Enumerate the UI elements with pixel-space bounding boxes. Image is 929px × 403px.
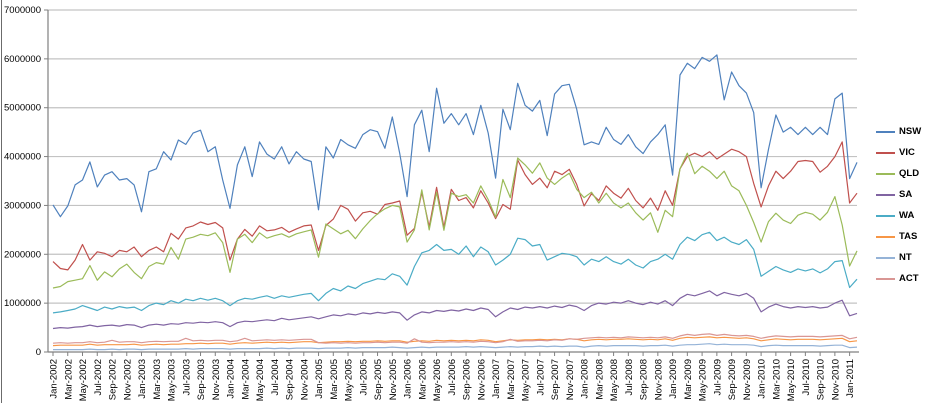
y-tick-label: 2000000: [4, 249, 41, 260]
x-tick-label: May-2002: [78, 359, 89, 401]
legend-item-qld: QLD: [876, 163, 921, 184]
x-tick-label: Jul-2004: [270, 359, 281, 395]
x-tick-label: Nov-2007: [565, 359, 576, 400]
series-line-nsw: [52, 54, 858, 218]
x-tick-label: Sep-2006: [462, 359, 473, 400]
legend-swatch-tas: [876, 235, 895, 238]
legend-swatch-wa: [876, 214, 895, 217]
y-tick-label: 4000000: [4, 152, 41, 163]
legend-item-nsw: NSW: [876, 121, 921, 142]
x-tick-label: Jan-2010: [757, 359, 768, 399]
legend-swatch-vic: [876, 151, 895, 154]
x-tick-label: Jan-2008: [580, 359, 591, 399]
x-tick-label: Mar-2007: [506, 359, 517, 400]
legend-swatch-nt: [876, 256, 895, 259]
legend-label: ACT: [899, 272, 919, 284]
x-tick-label: Sep-2010: [816, 359, 827, 400]
x-tick-label: May-2004: [255, 359, 266, 401]
series-line-qld: [52, 152, 858, 289]
x-tick-label: Mar-2009: [683, 359, 694, 400]
x-tick-label: Jul-2005: [358, 359, 369, 395]
x-tick-label: Jul-2002: [93, 359, 104, 395]
x-tick-label: Nov-2004: [299, 359, 310, 400]
x-tick-label: Jan-2003: [137, 359, 148, 399]
x-tick-label: Mar-2005: [329, 359, 340, 400]
series-line-wa: [52, 231, 858, 314]
x-tick-label: Jan-2006: [403, 359, 414, 399]
x-tick-label: Nov-2009: [742, 359, 753, 400]
x-tick-label: Sep-2008: [639, 359, 650, 400]
series-line-tas: [52, 336, 858, 347]
x-tick-label: Jan-2005: [314, 359, 325, 399]
x-tick-label: Sep-2007: [550, 359, 561, 400]
x-tick-label: Nov-2010: [830, 359, 841, 400]
x-tick-label: May-2006: [432, 359, 443, 401]
legend-swatch-qld: [876, 172, 895, 175]
y-tick-label: 7000000: [4, 5, 41, 16]
series-line-nt: [53, 343, 858, 351]
x-tick-label: Sep-2004: [285, 359, 296, 400]
x-tick-label: Mar-2003: [152, 359, 163, 400]
x-tick-label: Sep-2005: [373, 359, 384, 400]
x-tick-label: Sep-2003: [196, 359, 207, 400]
x-tick-label: Jan-2009: [668, 359, 679, 399]
x-tick-label: Jan-2007: [491, 359, 502, 399]
y-tick-label: 1000000: [4, 298, 41, 309]
legend-swatch-act: [876, 277, 895, 280]
x-tick-label: May-2008: [609, 359, 620, 401]
x-tick-label: May-2007: [521, 359, 532, 401]
x-tick-label: Mar-2002: [63, 359, 74, 400]
x-tick-label: May-2009: [698, 359, 709, 401]
legend-label: NT: [899, 251, 912, 263]
legend-item-nt: NT: [876, 247, 921, 268]
chart-legend: NSW VIC QLD SA WA TAS NT ACT: [876, 121, 921, 289]
x-tick-label: Jul-2003: [181, 359, 192, 395]
legend-item-tas: TAS: [876, 226, 921, 247]
x-tick-label: Nov-2003: [211, 359, 222, 400]
legend-item-act: ACT: [876, 268, 921, 289]
x-tick-label: Nov-2005: [388, 359, 399, 400]
x-tick-label: Jul-2006: [447, 359, 458, 395]
x-tick-label: Nov-2002: [122, 359, 133, 400]
legend-item-vic: VIC: [876, 142, 921, 163]
x-tick-label: Jul-2009: [712, 359, 723, 395]
x-tick-label: Jul-2007: [535, 359, 546, 395]
screen-edge-line: [1, 0, 2, 403]
x-tick-label: Jan-2011: [845, 359, 856, 398]
x-tick-label: May-2003: [167, 359, 178, 401]
y-tick-label: 0: [36, 347, 41, 358]
x-tick-label: Mar-2010: [771, 359, 782, 400]
legend-swatch-nsw: [876, 130, 895, 133]
series-line-sa: [52, 290, 858, 330]
legend-label: WA: [899, 209, 915, 221]
x-tick-label: Nov-2008: [653, 359, 664, 400]
y-tick-label: 6000000: [4, 54, 41, 65]
legend-item-sa: SA: [876, 184, 921, 205]
y-tick-label: 5000000: [4, 103, 41, 114]
x-tick-label: Jan-2004: [226, 359, 237, 399]
x-tick-label: May-2010: [786, 359, 797, 401]
legend-item-wa: WA: [876, 205, 921, 226]
x-tick-label: Jan-2002: [49, 359, 60, 399]
legend-label: QLD: [899, 167, 920, 179]
legend-label: NSW: [899, 125, 922, 137]
legend-label: SA: [899, 188, 913, 200]
y-tick-label: 3000000: [4, 200, 41, 211]
x-tick-label: Mar-2006: [417, 359, 428, 400]
x-tick-label: Jul-2010: [801, 359, 812, 395]
x-tick-label: Sep-2009: [727, 359, 738, 400]
series-line-act: [52, 333, 858, 344]
x-tick-label: Sep-2002: [108, 359, 119, 400]
x-tick-label: Jul-2008: [624, 359, 635, 395]
legend-swatch-sa: [876, 193, 895, 196]
x-tick-label: Mar-2004: [240, 359, 251, 400]
x-tick-label: Nov-2006: [476, 359, 487, 400]
x-tick-label: May-2005: [344, 359, 355, 401]
legend-label: TAS: [899, 230, 918, 242]
x-tick-label: Mar-2008: [594, 359, 605, 400]
legend-label: VIC: [899, 146, 915, 158]
